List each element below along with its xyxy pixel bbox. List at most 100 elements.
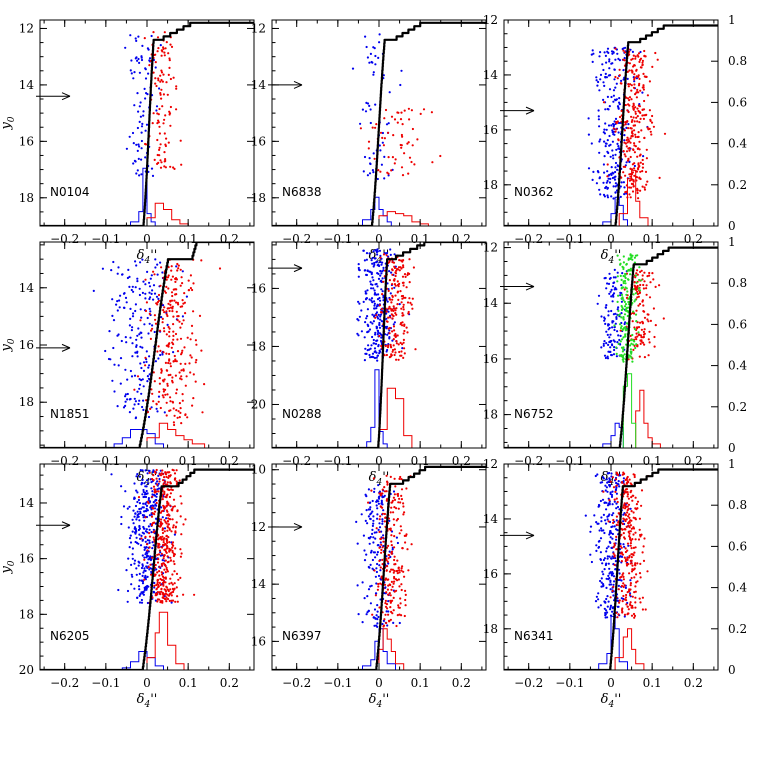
blue-points-point bbox=[133, 374, 137, 377]
red-points-point bbox=[623, 59, 626, 62]
red-points-point bbox=[162, 576, 166, 579]
red-points-point bbox=[634, 93, 637, 96]
blue-points-point bbox=[609, 333, 612, 336]
blue-points-point bbox=[138, 502, 141, 505]
red-points-point bbox=[389, 475, 392, 478]
red-points-point bbox=[622, 150, 625, 153]
red-points-point bbox=[165, 310, 168, 313]
blue-points-point bbox=[135, 172, 138, 175]
green-points-point bbox=[629, 254, 632, 257]
red-points-point bbox=[158, 107, 161, 111]
red-points-point bbox=[388, 554, 391, 557]
red-points-point bbox=[167, 302, 170, 305]
green-points-point bbox=[626, 269, 629, 273]
blue-points-point bbox=[608, 58, 611, 61]
red-points-point bbox=[152, 474, 155, 477]
blue-points-point bbox=[369, 517, 372, 520]
red-points-point bbox=[168, 541, 171, 544]
red-points-point bbox=[153, 470, 156, 473]
blue-points-point bbox=[362, 534, 365, 537]
red-points-point bbox=[626, 612, 630, 615]
red-points-point bbox=[397, 298, 400, 301]
blue-points-point bbox=[370, 259, 373, 262]
blue-points-point bbox=[124, 336, 127, 339]
blue-points-point bbox=[597, 598, 600, 601]
red-points-point bbox=[626, 491, 629, 494]
red-points-point bbox=[402, 284, 405, 287]
blue-points-point bbox=[108, 330, 111, 333]
red-points-point bbox=[612, 585, 615, 589]
blue-points-point bbox=[612, 583, 615, 586]
red-points-point bbox=[170, 488, 173, 491]
red-points-point bbox=[389, 606, 392, 609]
blue-points-point bbox=[146, 479, 149, 482]
red-points-point bbox=[638, 105, 642, 108]
red-points-point bbox=[181, 393, 184, 396]
red-points-point bbox=[622, 585, 625, 589]
red-points-point bbox=[166, 510, 169, 513]
red-points-point bbox=[391, 612, 394, 615]
red-points-point bbox=[632, 185, 635, 188]
blue-points-point bbox=[372, 541, 375, 544]
blue-points-point bbox=[145, 546, 148, 549]
red-points-point bbox=[397, 567, 400, 570]
red-points-point bbox=[626, 109, 629, 112]
red-points-point bbox=[383, 583, 387, 586]
blue-points-point bbox=[374, 54, 377, 58]
blue-points-point bbox=[160, 316, 163, 319]
blue-points-point bbox=[143, 482, 146, 485]
blue-points-point bbox=[610, 495, 614, 498]
blue-points-point bbox=[147, 482, 150, 485]
red-points-point bbox=[639, 562, 642, 566]
blue-points-point bbox=[150, 274, 153, 277]
blue-points-point bbox=[369, 602, 372, 605]
blue-points-point bbox=[595, 544, 598, 547]
red-points-point bbox=[391, 350, 394, 353]
red-points-point bbox=[627, 358, 630, 361]
y-tick-label: 18 bbox=[483, 178, 498, 192]
red-points-point bbox=[383, 486, 386, 489]
red-points-point bbox=[628, 554, 631, 558]
red-points-point bbox=[637, 162, 640, 165]
blue-points-point bbox=[598, 539, 601, 543]
red-points-point bbox=[162, 506, 165, 509]
red-points-point bbox=[169, 362, 172, 365]
blue-points-point bbox=[139, 512, 142, 515]
red-points-point bbox=[623, 537, 627, 540]
blue-points-point bbox=[181, 270, 184, 273]
red-points-point bbox=[161, 601, 164, 604]
blue-points-point bbox=[147, 48, 150, 51]
green-points-point bbox=[630, 342, 633, 345]
blue-points-point bbox=[606, 139, 609, 142]
blue-points-point bbox=[135, 573, 138, 576]
blue-points-point bbox=[356, 584, 359, 587]
blue-points-point bbox=[611, 154, 615, 157]
red-points-point bbox=[618, 599, 621, 602]
blue-points-point bbox=[376, 285, 379, 288]
blue-points-point bbox=[123, 306, 126, 309]
red-points-point bbox=[165, 483, 168, 486]
red-points-point bbox=[395, 570, 398, 573]
blue-points-point bbox=[607, 51, 610, 55]
red-points-point bbox=[200, 349, 203, 352]
red-points-point bbox=[630, 570, 634, 573]
red-points-point bbox=[162, 93, 165, 96]
red-points-point bbox=[653, 345, 656, 348]
blue-points-point bbox=[389, 292, 392, 295]
blue-points-point bbox=[623, 186, 626, 189]
red-points-point bbox=[133, 388, 136, 391]
blue-points-point bbox=[599, 558, 602, 561]
red-points-point bbox=[383, 512, 386, 516]
blue-points-point bbox=[604, 322, 607, 325]
red-points-point bbox=[622, 171, 625, 174]
green-points-point bbox=[627, 297, 630, 300]
red-points-point bbox=[388, 332, 391, 335]
red-points-point bbox=[172, 166, 175, 169]
blue-points-point bbox=[139, 362, 142, 365]
blue-points-point bbox=[172, 351, 175, 354]
green-points-point bbox=[622, 336, 625, 339]
red-points-point bbox=[157, 583, 160, 586]
blue-points-point bbox=[613, 98, 617, 101]
red-points-point bbox=[639, 177, 642, 181]
red-points-point bbox=[165, 596, 168, 599]
